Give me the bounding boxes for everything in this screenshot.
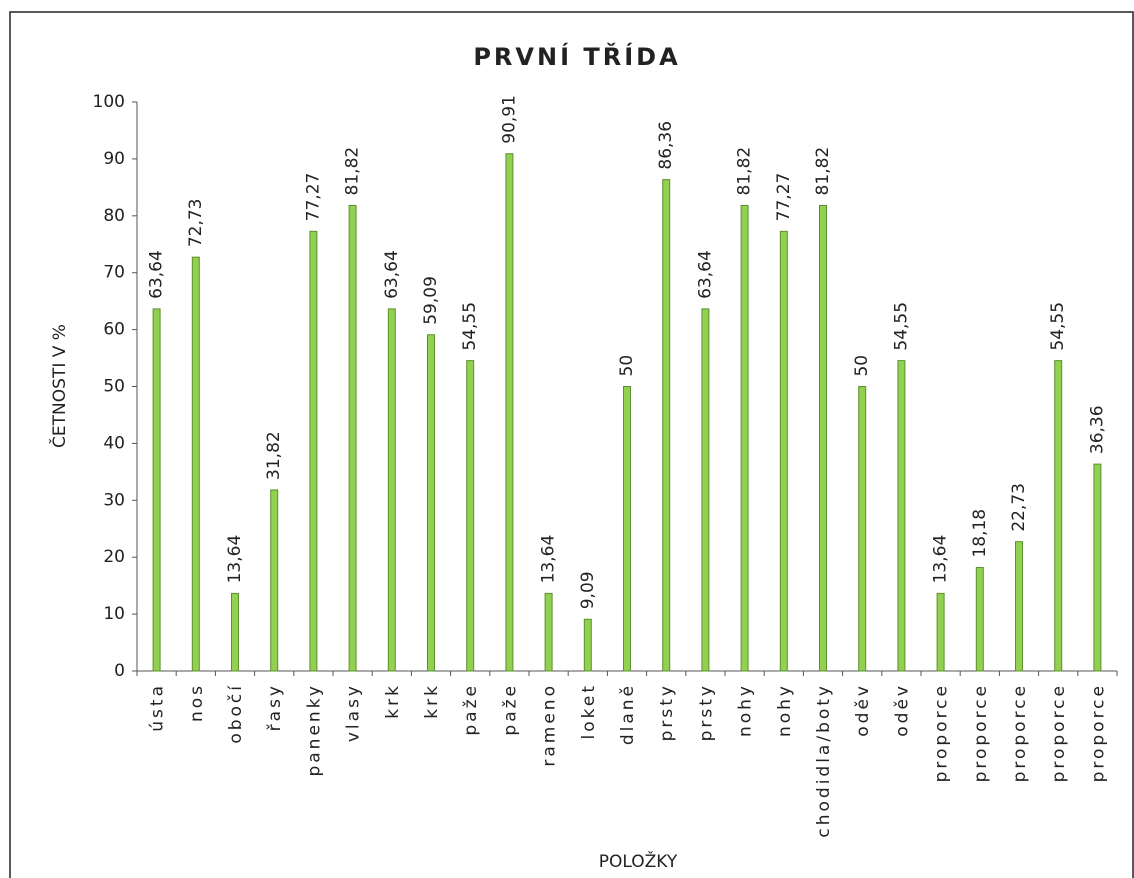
x-tick-label: nohy <box>775 683 795 737</box>
y-axis-label: ČETNOSTI V % <box>48 324 70 448</box>
value-label: 18,18 <box>970 509 990 558</box>
bar <box>270 489 279 672</box>
x-tick-label: dlaně <box>618 683 638 745</box>
x-tick-label: rameno <box>540 683 560 767</box>
bar <box>858 386 867 672</box>
value-label: 90,91 <box>499 95 519 144</box>
bar <box>1054 360 1063 672</box>
x-tick-label: proporce <box>932 683 952 782</box>
value-label: 77,27 <box>774 173 794 222</box>
value-label: 81,82 <box>343 147 363 196</box>
bar <box>583 618 592 672</box>
value-label: 50 <box>852 355 872 377</box>
value-label: 50 <box>617 355 637 377</box>
x-axis-label: POLOŽKY <box>599 850 678 872</box>
x-tick-label: paže <box>500 683 520 736</box>
chart-title: PRVNÍ TŘÍDA <box>473 42 680 71</box>
bar <box>623 386 631 672</box>
bar <box>348 204 357 672</box>
value-label: 54,55 <box>891 302 911 351</box>
bar <box>231 592 239 672</box>
x-tick-label: proporce <box>1088 683 1108 782</box>
x-tick-label: proporce <box>1010 683 1030 782</box>
value-label: 72,73 <box>186 198 206 247</box>
value-label: 77,27 <box>303 173 323 222</box>
bar <box>740 204 749 672</box>
value-label: 13,64 <box>225 535 245 584</box>
x-tick-label: prsty <box>657 683 677 741</box>
value-label: 86,36 <box>656 121 676 170</box>
x-tick-label: ústa <box>148 683 168 732</box>
y-tick-label: 40 <box>103 433 125 453</box>
value-label: 63,64 <box>147 250 167 299</box>
bar <box>152 308 161 672</box>
bar <box>387 308 396 672</box>
x-tick-label: nohy <box>736 683 756 737</box>
value-label: 63,64 <box>382 250 402 299</box>
x-tick-label: oděv <box>853 683 873 737</box>
x-tick-label: paže <box>461 683 481 736</box>
x-tick-label: chodidla/boty <box>814 683 834 838</box>
y-tick-label: 60 <box>103 320 125 340</box>
y-tick-label: 100 <box>93 92 125 112</box>
bar <box>427 334 435 672</box>
bar <box>1015 541 1023 672</box>
bar <box>309 230 318 672</box>
y-tick-label: 70 <box>103 263 125 283</box>
x-tick-label: proporce <box>971 683 991 782</box>
y-tick-label: 20 <box>103 547 125 567</box>
bar <box>544 592 553 672</box>
bar <box>701 308 710 672</box>
value-label: 59,09 <box>421 276 441 325</box>
x-tick-label: krk <box>383 683 403 719</box>
y-tick-label: 30 <box>103 490 125 510</box>
value-label: 13,64 <box>931 535 951 584</box>
bar <box>819 204 827 672</box>
x-tick-label: proporce <box>1049 683 1069 782</box>
chart-border <box>9 11 1134 878</box>
x-tick-label: obočí <box>226 683 246 744</box>
x-tick-label: vlasy <box>344 683 364 742</box>
x-tick-label: řasy <box>265 683 285 731</box>
x-tick-label: krk <box>422 683 442 719</box>
bar <box>191 256 200 672</box>
value-label: 13,64 <box>539 535 559 584</box>
value-label: 9,09 <box>578 571 598 609</box>
bar <box>662 179 671 672</box>
bar <box>466 360 475 672</box>
bar <box>897 360 906 672</box>
bar <box>936 592 945 672</box>
x-tick-label: loket <box>579 683 599 740</box>
bar <box>1093 463 1102 672</box>
value-label: 22,73 <box>1009 483 1029 532</box>
y-tick-label: 90 <box>103 149 125 169</box>
y-tick-label: 10 <box>103 604 125 624</box>
bar <box>779 230 788 672</box>
y-tick-label: 80 <box>103 206 125 226</box>
y-tick-label: 50 <box>103 377 125 397</box>
value-label: 31,82 <box>264 431 284 480</box>
value-label: 81,82 <box>735 147 755 196</box>
x-tick-label: panenky <box>304 683 324 777</box>
value-label: 54,55 <box>1048 302 1068 351</box>
value-label: 54,55 <box>460 302 480 351</box>
bar <box>975 567 984 672</box>
bar <box>505 153 514 672</box>
y-tick-label: 0 <box>114 661 125 681</box>
value-label: 36,36 <box>1087 405 1107 454</box>
value-label: 81,82 <box>813 147 833 196</box>
x-tick-label: nos <box>187 683 207 722</box>
value-label: 63,64 <box>695 250 715 299</box>
x-tick-label: oděv <box>892 683 912 737</box>
x-tick-label: prsty <box>696 683 716 741</box>
